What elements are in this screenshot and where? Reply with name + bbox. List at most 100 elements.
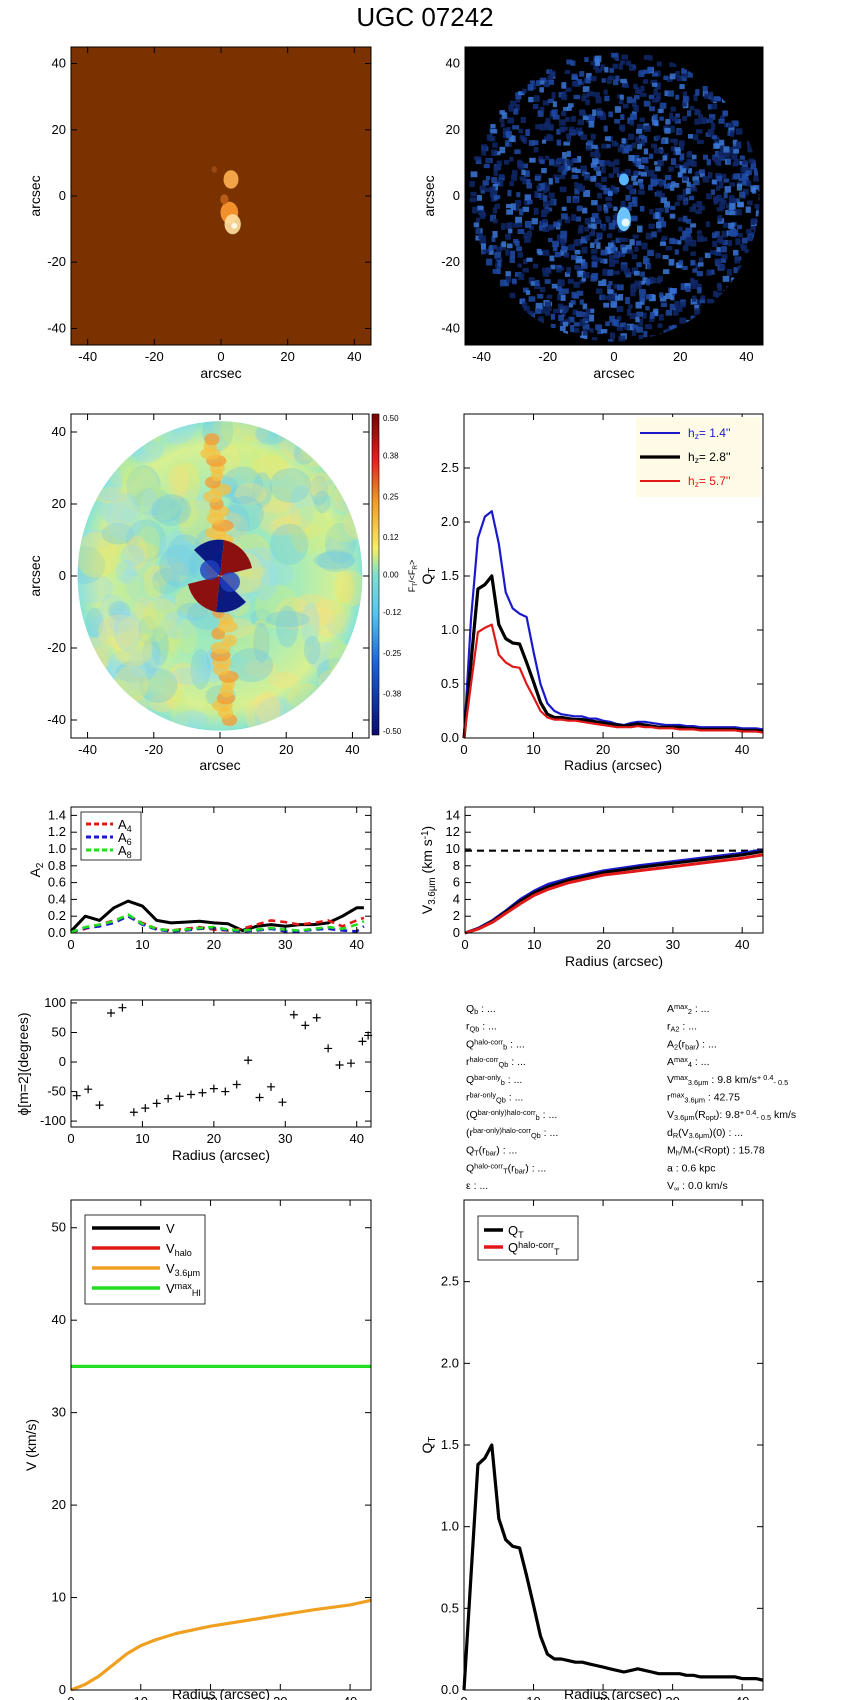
label-part: = 1.4'': [699, 426, 731, 440]
x-tick-label: 0: [216, 742, 223, 757]
noise-pixel: [644, 324, 652, 330]
label-part: Q: [466, 1038, 474, 1050]
noise-pixel: [742, 181, 748, 186]
map-patch: [253, 455, 289, 481]
y-tick-label: 0.8: [48, 858, 66, 873]
noise-pixel: [576, 290, 584, 296]
noise-pixel: [592, 109, 597, 116]
noise-pixel: [582, 303, 588, 310]
label-part: z: [695, 455, 699, 465]
label-part: : ...: [479, 1021, 497, 1033]
noise-pixel: [621, 138, 626, 144]
noise-pixel: [724, 186, 731, 193]
noise-pixel: [625, 194, 631, 201]
map-patch: [334, 570, 355, 604]
noise-pixel: [643, 330, 648, 338]
y-tick-label: 40: [446, 56, 460, 71]
map-patch: [291, 522, 323, 539]
noise-pixel: [589, 232, 595, 237]
noise-pixel: [639, 205, 645, 212]
noise-pixel: [545, 301, 552, 307]
map-patch: [177, 602, 208, 621]
noise-pixel: [635, 161, 641, 168]
map-patch: [346, 422, 363, 449]
map-patch: [331, 591, 351, 635]
map-patch: [318, 669, 341, 696]
noise-pixel: [702, 86, 708, 93]
info-row: Mh/M*(<Ropt) : 15.78: [667, 1145, 765, 1158]
label-part: Q: [466, 1145, 474, 1157]
noise-pixel: [517, 159, 522, 167]
colorbar-tick-label: 0.00: [383, 571, 399, 580]
noise-pixel: [558, 174, 566, 180]
noise-pixel: [742, 159, 748, 165]
legend-label: Qhalo-corrT: [508, 1240, 560, 1257]
label-part: arcsec: [421, 175, 437, 216]
noise-pixel: [667, 90, 674, 97]
noise-pixel: [716, 207, 724, 212]
scatter-point: [72, 1091, 81, 1100]
map-patch: [143, 565, 167, 599]
noise-pixel: [564, 216, 571, 224]
noise-pixel: [705, 221, 710, 228]
noise-pixel: [620, 200, 626, 207]
noise-pixel: [738, 176, 744, 182]
noise-pixel: [531, 218, 538, 225]
lobe-positive: [188, 576, 220, 612]
noise-pixel: [609, 332, 616, 339]
noise-pixel: [675, 149, 681, 155]
noise-pixel: [704, 93, 709, 99]
label-part: z: [695, 479, 699, 489]
noise-pixel: [577, 119, 584, 126]
noise-pixel: [722, 275, 730, 282]
noise-pixel: [596, 170, 602, 177]
label-part: A: [118, 843, 127, 858]
map-patch: [169, 667, 208, 685]
noise-pixel: [477, 205, 484, 212]
noise-pixel: [535, 308, 542, 314]
noise-pixel: [472, 206, 478, 214]
noise-pixel: [594, 217, 601, 224]
noise-pixel: [665, 292, 673, 300]
label-part: bar-only)halo-corr: [473, 1126, 532, 1135]
noise-pixel: [574, 265, 580, 270]
map-patch: [304, 436, 329, 454]
noise-pixel: [533, 207, 539, 215]
map-patch: [219, 444, 240, 479]
map-patch: [128, 644, 163, 679]
noise-pixel: [524, 236, 531, 243]
noise-pixel: [737, 224, 742, 230]
noise-pixel: [505, 222, 511, 230]
map-patch: [171, 502, 199, 528]
map-patch: [251, 619, 269, 658]
noise-pixel: [671, 181, 676, 187]
noise-pixel: [670, 106, 676, 112]
map-patch: [301, 421, 327, 442]
noise-pixel: [559, 186, 567, 193]
noise-pixel: [556, 264, 562, 270]
vkms-series: [70, 1598, 372, 1692]
noise-pixel: [739, 155, 745, 160]
noise-pixel: [597, 329, 604, 335]
legend-label: A4: [118, 817, 132, 834]
noise-pixel: [522, 178, 528, 185]
noise-pixel: [657, 323, 663, 328]
noise-pixel: [522, 137, 528, 144]
label-part: (r: [479, 1145, 486, 1157]
noise-pixel: [617, 94, 623, 99]
scatter-point: [164, 1094, 173, 1103]
map-patch: [150, 626, 169, 666]
noise-pixel: [514, 149, 521, 155]
noise-pixel: [638, 164, 645, 170]
info-row: ε : ...: [466, 1180, 488, 1192]
noise-pixel: [707, 128, 715, 136]
map-patch: [269, 468, 312, 503]
noise-pixel: [590, 274, 597, 282]
noise-pixel: [470, 171, 478, 178]
noise-pixel: [716, 175, 723, 182]
map-patch: [101, 523, 135, 545]
map-patch: [285, 683, 328, 727]
noise-pixel: [479, 185, 486, 191]
label-part: bar: [685, 1042, 696, 1051]
label-part: T: [503, 1166, 508, 1175]
